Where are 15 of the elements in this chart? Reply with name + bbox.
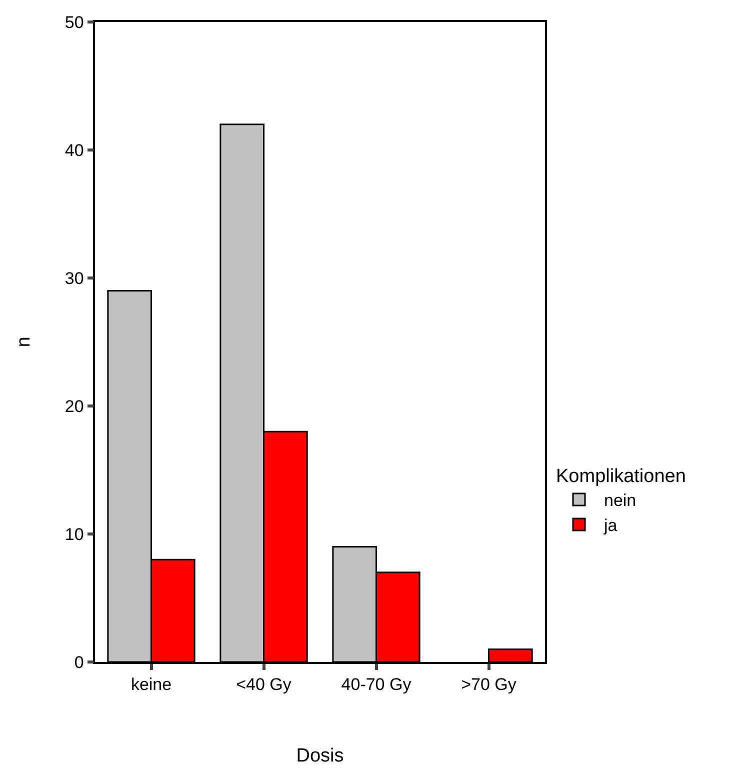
y-tick-label: 0 [74,652,84,672]
x-tick-label: >70 Gy [461,675,517,694]
y-tick-label: 20 [64,396,84,416]
legend-title: Komplikationen [556,466,686,487]
y-tick-label: 10 [64,524,84,544]
x-tick-label: keine [130,675,172,694]
y-tick-label: 40 [64,140,84,160]
x-axis-title: Dosis [296,745,344,766]
y-axis-title: n [13,336,34,348]
legend-label: ja [603,516,618,536]
x-tick-label: <40 Gy [236,675,292,694]
x-tick-label: 40-70 Gy [341,675,412,694]
y-tick-label: 50 [64,12,84,32]
legend-label: nein [604,491,636,510]
y-tick-label: 30 [64,268,84,288]
